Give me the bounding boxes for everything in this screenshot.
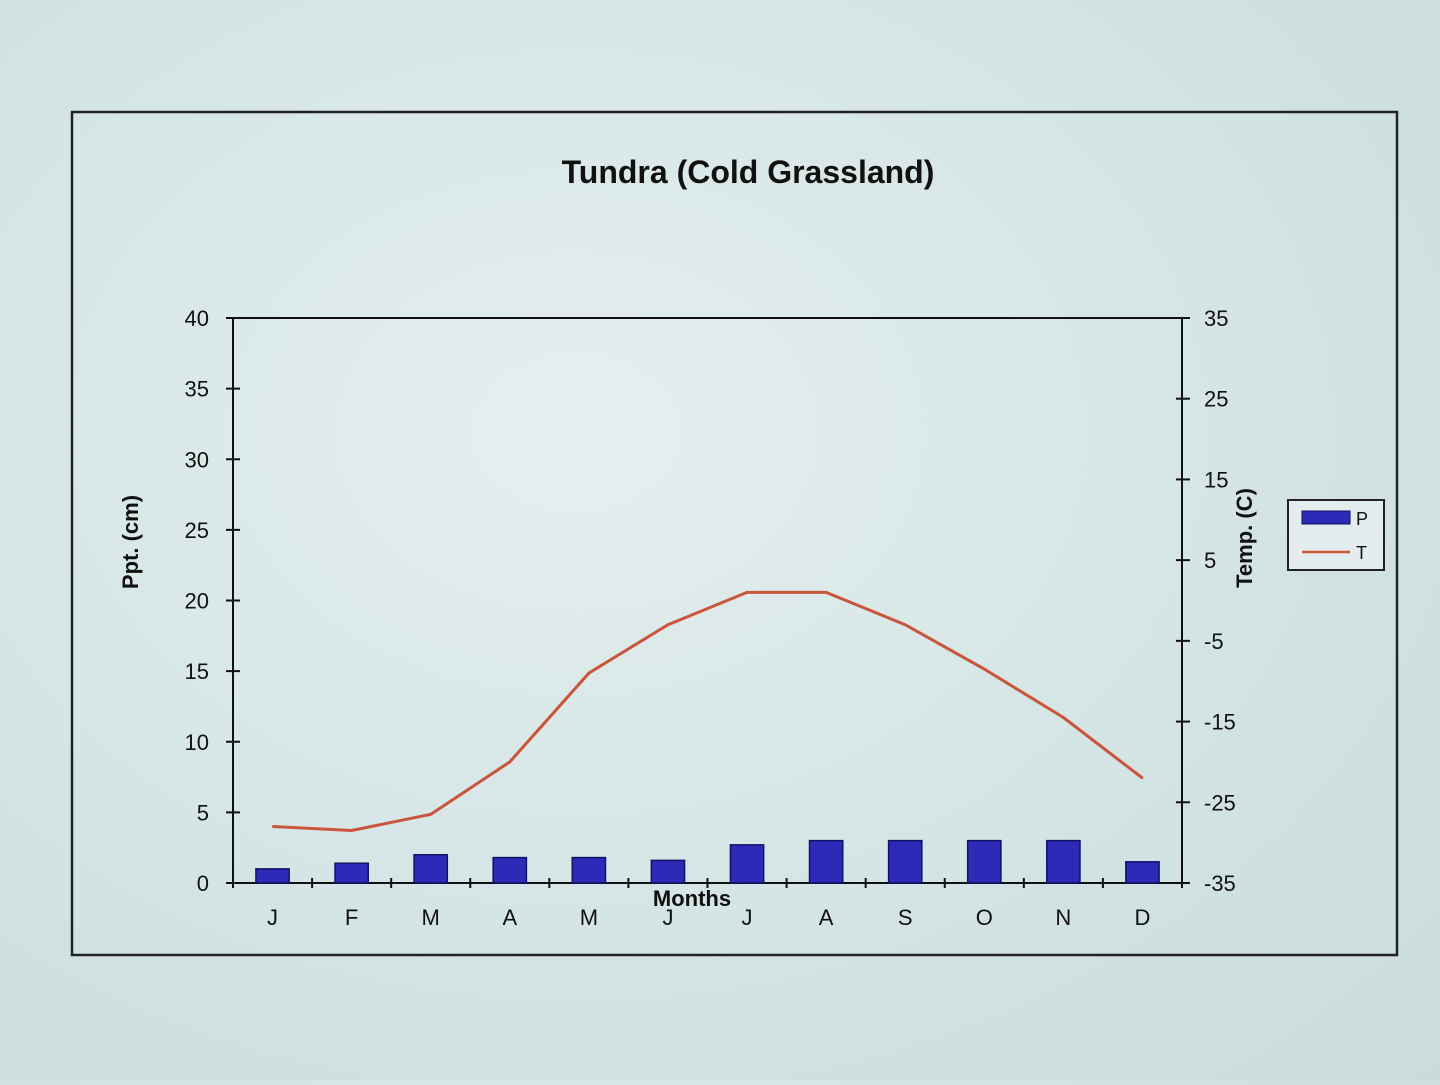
point-temp	[904, 623, 907, 626]
bar-precip	[808, 839, 844, 884]
legend-swatch-p	[1301, 510, 1351, 525]
x-tick-label: N	[1055, 905, 1071, 930]
bar-precip	[1125, 861, 1160, 884]
x-tick-label: J	[662, 905, 673, 930]
bar-precip	[887, 839, 923, 884]
x-tick-label: O	[976, 905, 993, 930]
bar-precip	[966, 839, 1002, 884]
x-tick-label: A	[819, 905, 834, 930]
y2-tick-label: 35	[1204, 306, 1228, 331]
x-tick-label: S	[898, 905, 913, 930]
line-temp	[272, 590, 1144, 833]
bar-precip	[729, 844, 765, 884]
y-tick-label: 25	[185, 518, 209, 543]
point-temp	[271, 825, 274, 828]
point-temp	[588, 672, 590, 674]
y-tick-label: 40	[185, 306, 209, 331]
bar-precip	[1046, 839, 1081, 884]
point-temp	[429, 813, 432, 816]
bar-precip	[255, 868, 290, 884]
bar-precip	[334, 862, 369, 884]
plot-border	[232, 317, 1183, 884]
x-tick-label: M	[580, 905, 598, 930]
y2-tick-label: 15	[1204, 467, 1228, 492]
y-tick-label: 20	[185, 589, 209, 614]
bar-precip	[650, 859, 686, 884]
point-temp	[746, 591, 748, 594]
point-temp	[350, 829, 353, 832]
x-tick-label: F	[345, 905, 358, 930]
y2-tick-label: -25	[1204, 790, 1236, 815]
x-tick-label: D	[1135, 905, 1151, 930]
plot-area: 0 5 10 15 20 25 30 35 40 -35 -25 -15 -5 5 15 25 35 J F M A M J…	[185, 306, 1236, 930]
chart-title: Tundra (Cold Grassland)	[562, 154, 935, 190]
y2-tick-label: -5	[1204, 629, 1224, 654]
x-tick-label: M	[422, 905, 440, 930]
bar-precip	[571, 856, 607, 884]
y-tick-label: 10	[185, 730, 209, 755]
x-tick-label: J	[267, 905, 278, 930]
point-temp	[825, 591, 827, 594]
chart-frame	[70, 110, 1399, 957]
x-tick-label: A	[502, 905, 517, 930]
point-temp	[1062, 716, 1065, 719]
x-tick-label: J	[742, 905, 753, 930]
x-axis-label: Months	[653, 886, 731, 911]
point-temp	[667, 623, 669, 626]
y2-tick-label: -15	[1204, 710, 1236, 735]
bar-precip	[492, 856, 528, 884]
y-axis-label: Ppt. (cm)	[118, 495, 143, 589]
point-temp	[983, 668, 986, 670]
point-temp	[508, 761, 511, 763]
bar-precip	[413, 854, 449, 884]
point-temp	[1141, 777, 1144, 779]
y2-tick-label: 5	[1204, 548, 1216, 573]
legend: P T	[1287, 499, 1385, 571]
y-tick-label: 0	[197, 871, 209, 896]
y2-axis-label: Temp. (C)	[1232, 488, 1257, 588]
y2-tick-label: 25	[1204, 387, 1228, 412]
y-tick-label: 30	[185, 447, 209, 472]
y-tick-label: 35	[185, 377, 209, 402]
legend-label-p: P	[1356, 509, 1368, 529]
y2-tick-label: -35	[1204, 871, 1236, 896]
legend-label-t: T	[1356, 543, 1367, 563]
y-tick-label: 5	[197, 800, 209, 825]
y-tick-label: 15	[185, 659, 209, 684]
